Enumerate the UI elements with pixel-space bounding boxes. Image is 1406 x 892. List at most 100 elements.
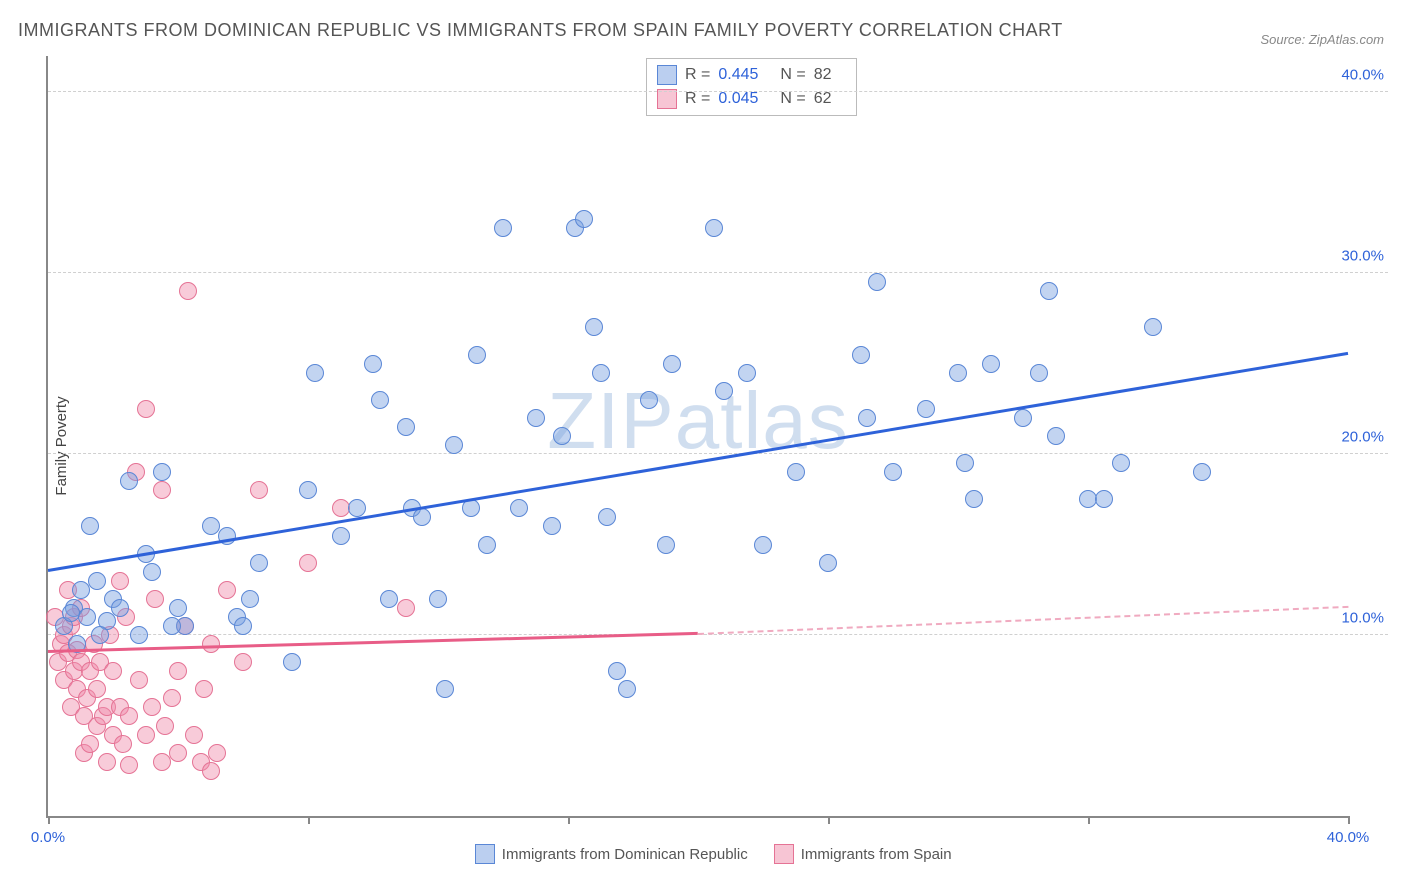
data-point — [663, 355, 681, 373]
x-tick — [48, 816, 50, 824]
source-attribution: Source: ZipAtlas.com — [1260, 32, 1384, 47]
data-point — [917, 400, 935, 418]
data-point — [88, 572, 106, 590]
data-point — [120, 707, 138, 725]
data-point — [185, 726, 203, 744]
data-point — [1144, 318, 1162, 336]
data-point — [163, 689, 181, 707]
n-value-blue: 82 — [814, 63, 832, 87]
data-point — [153, 481, 171, 499]
data-point — [436, 680, 454, 698]
data-point — [397, 599, 415, 617]
data-point — [1030, 364, 1048, 382]
data-point — [868, 273, 886, 291]
data-point — [218, 581, 236, 599]
trend-line — [698, 606, 1348, 635]
data-point — [348, 499, 366, 517]
data-point — [468, 346, 486, 364]
gridline — [48, 91, 1388, 92]
data-point — [543, 517, 561, 535]
data-point — [527, 409, 545, 427]
data-point — [754, 536, 772, 554]
data-point — [608, 662, 626, 680]
y-tick-label: 30.0% — [1341, 248, 1384, 265]
bottom-legend: Immigrants from Dominican Republic Immig… — [475, 844, 952, 864]
data-point — [88, 680, 106, 698]
data-point — [250, 481, 268, 499]
y-tick-label: 40.0% — [1341, 67, 1384, 84]
data-point — [156, 717, 174, 735]
data-point — [884, 463, 902, 481]
n-label: N = — [780, 63, 805, 87]
data-point — [153, 463, 171, 481]
legend-item-blue: Immigrants from Dominican Republic — [475, 844, 748, 864]
x-tick-label: 0.0% — [31, 829, 65, 846]
data-point — [208, 744, 226, 762]
data-point — [137, 400, 155, 418]
data-point — [120, 472, 138, 490]
data-point — [852, 346, 870, 364]
gridline — [48, 634, 1388, 635]
data-point — [111, 572, 129, 590]
stats-box: R = 0.445 N = 82 R = 0.045 N = 62 — [646, 58, 857, 116]
data-point — [91, 626, 109, 644]
data-point — [111, 599, 129, 617]
data-point — [202, 762, 220, 780]
data-point — [965, 490, 983, 508]
data-point — [143, 563, 161, 581]
data-point — [380, 590, 398, 608]
data-point — [137, 726, 155, 744]
data-point — [1040, 282, 1058, 300]
data-point — [234, 617, 252, 635]
data-point — [553, 427, 571, 445]
data-point — [299, 554, 317, 572]
data-point — [371, 391, 389, 409]
data-point — [250, 554, 268, 572]
data-point — [130, 671, 148, 689]
x-tick — [568, 816, 570, 824]
data-point — [306, 364, 324, 382]
trend-line — [48, 352, 1348, 572]
data-point — [241, 590, 259, 608]
data-point — [169, 662, 187, 680]
x-tick — [1088, 816, 1090, 824]
data-point — [195, 680, 213, 698]
data-point — [234, 653, 252, 671]
data-point — [640, 391, 658, 409]
chart-title: IMMIGRANTS FROM DOMINICAN REPUBLIC VS IM… — [18, 20, 1063, 41]
data-point — [364, 355, 382, 373]
data-point — [143, 698, 161, 716]
legend-label-blue: Immigrants from Dominican Republic — [502, 846, 748, 863]
data-point — [949, 364, 967, 382]
data-point — [163, 617, 181, 635]
data-point — [494, 219, 512, 237]
data-point — [202, 517, 220, 535]
data-point — [299, 481, 317, 499]
x-tick-label: 40.0% — [1327, 829, 1370, 846]
data-point — [81, 517, 99, 535]
x-tick — [308, 816, 310, 824]
data-point — [179, 282, 197, 300]
x-tick — [828, 816, 830, 824]
y-tick-label: 20.0% — [1341, 429, 1384, 446]
swatch-blue-icon — [475, 844, 495, 864]
stats-row-blue: R = 0.445 N = 82 — [657, 63, 846, 87]
data-point — [787, 463, 805, 481]
data-point — [104, 662, 122, 680]
data-point — [78, 608, 96, 626]
data-point — [1047, 427, 1065, 445]
data-point — [413, 508, 431, 526]
data-point — [202, 635, 220, 653]
legend-item-pink: Immigrants from Spain — [774, 844, 952, 864]
swatch-blue-icon — [657, 65, 677, 85]
data-point — [81, 735, 99, 753]
data-point — [618, 680, 636, 698]
data-point — [332, 527, 350, 545]
data-point — [72, 581, 90, 599]
data-point — [62, 604, 80, 622]
swatch-pink-icon — [774, 844, 794, 864]
r-label: R = — [685, 63, 710, 87]
data-point — [445, 436, 463, 454]
data-point — [146, 590, 164, 608]
data-point — [120, 756, 138, 774]
